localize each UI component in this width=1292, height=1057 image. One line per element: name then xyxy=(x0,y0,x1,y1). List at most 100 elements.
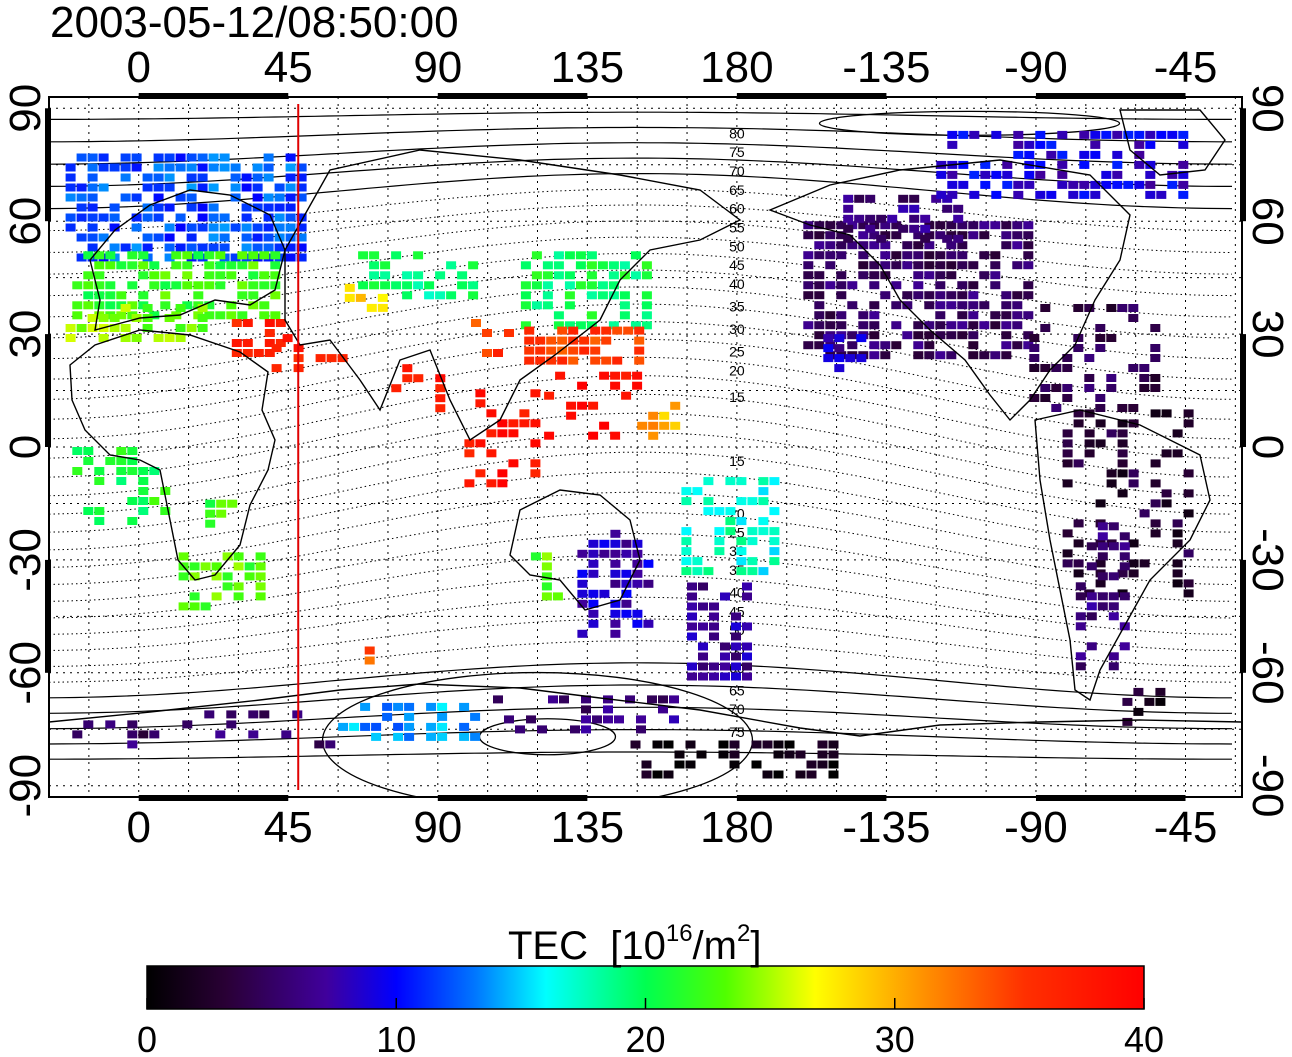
tec-cell xyxy=(233,552,244,561)
tec-cell xyxy=(858,261,869,270)
tec-cell xyxy=(1068,190,1079,199)
tec-cell xyxy=(880,221,891,230)
tec-cell xyxy=(814,271,825,280)
tec-cell xyxy=(1117,449,1128,458)
tec-cell xyxy=(825,251,836,260)
tec-cell xyxy=(530,552,541,561)
tec-cell xyxy=(588,609,599,618)
tec-cell xyxy=(1024,150,1035,159)
coastlines xyxy=(49,109,1242,737)
tec-cell xyxy=(164,243,175,252)
tec-cell xyxy=(720,652,730,661)
contour-label: 75 xyxy=(729,724,745,740)
tec-cell xyxy=(1178,190,1189,199)
tec-cell xyxy=(913,331,924,340)
tec-cell xyxy=(814,221,825,230)
tec-cell xyxy=(652,740,663,749)
tec-cell xyxy=(404,712,415,721)
tec-cell xyxy=(1075,582,1086,591)
tec-cell xyxy=(1161,489,1172,498)
tec-cell xyxy=(1001,221,1012,230)
tec-cell xyxy=(175,213,186,222)
tec-cell xyxy=(632,609,643,618)
tec-cell xyxy=(530,439,541,448)
tec-cell xyxy=(990,251,1001,260)
tec-cell xyxy=(233,592,244,601)
tec-cell xyxy=(566,411,577,420)
tec-cell xyxy=(358,251,369,260)
tec-cell xyxy=(216,499,227,508)
tec-cell xyxy=(255,572,266,581)
tec-cell xyxy=(175,153,186,162)
tec-cell xyxy=(197,163,208,172)
tec-cell xyxy=(935,271,946,280)
tec-cell xyxy=(553,271,564,280)
tec-cell xyxy=(255,552,266,561)
tec-cell xyxy=(153,213,164,222)
tec-cell xyxy=(709,672,719,681)
colorbar-tick-label: 0 xyxy=(137,1019,157,1057)
tec-cell xyxy=(242,339,253,347)
tec-cell xyxy=(94,507,105,515)
tec-cell xyxy=(546,356,557,365)
tec-cell xyxy=(968,231,979,240)
tec-cell xyxy=(226,261,237,270)
tec-cell xyxy=(131,243,142,252)
frame-bar-top xyxy=(138,93,289,99)
tec-cell xyxy=(208,223,219,232)
tec-cell xyxy=(382,702,393,711)
tec-cell xyxy=(828,740,839,749)
tec-cell xyxy=(519,419,530,428)
tec-cell xyxy=(116,457,127,465)
tec-cell xyxy=(698,622,708,631)
tec-cell xyxy=(83,251,94,260)
tec-cell xyxy=(482,349,492,357)
tec-cell xyxy=(825,321,836,330)
tec-cell xyxy=(577,599,588,608)
tec-cell xyxy=(588,599,599,608)
tec-cell xyxy=(1178,170,1189,179)
tec-cell xyxy=(1097,532,1108,541)
tec-cell xyxy=(263,153,274,162)
tec-cell xyxy=(747,567,758,576)
tec-cell xyxy=(296,233,307,242)
tec-cell xyxy=(1084,409,1095,418)
tec-cell xyxy=(588,539,599,548)
tec-cell xyxy=(83,457,94,465)
tec-cell xyxy=(105,301,116,310)
tec-cell xyxy=(175,193,186,202)
colorbar-tick-label: 40 xyxy=(1124,1019,1164,1057)
tec-cell xyxy=(935,221,946,230)
tec-cell xyxy=(127,261,138,270)
tec-cell xyxy=(164,334,175,342)
tec-cell xyxy=(1001,351,1012,360)
tec-cell xyxy=(285,183,296,192)
tec-cell xyxy=(902,291,913,300)
tec-cell xyxy=(83,301,94,310)
tec-cell xyxy=(610,609,621,618)
tec-cell xyxy=(1134,130,1145,139)
tec-cell xyxy=(603,715,613,724)
tec-cell xyxy=(149,730,160,739)
tec-cell xyxy=(942,204,953,213)
tec-cell xyxy=(215,730,226,739)
tec-cell xyxy=(836,291,847,300)
tec-cell xyxy=(814,241,825,250)
tec-cell xyxy=(876,234,887,243)
tec-cell xyxy=(1075,662,1086,671)
tec-cell xyxy=(1123,180,1134,189)
tec-cell xyxy=(610,569,621,578)
tec-cell xyxy=(806,760,817,769)
tec-cell xyxy=(836,231,847,240)
x-tick-label-bottom: -45 xyxy=(1154,803,1218,852)
tec-cell xyxy=(226,710,237,719)
tec-cell xyxy=(610,629,621,638)
tec-cell xyxy=(544,431,555,440)
tec-cell xyxy=(349,722,360,731)
tec-cell xyxy=(1128,539,1139,548)
tec-cell xyxy=(758,517,769,526)
tec-cell xyxy=(1117,489,1128,498)
tec-cell xyxy=(1183,579,1194,588)
tec-cell xyxy=(769,527,780,536)
tec-cell xyxy=(836,221,847,230)
